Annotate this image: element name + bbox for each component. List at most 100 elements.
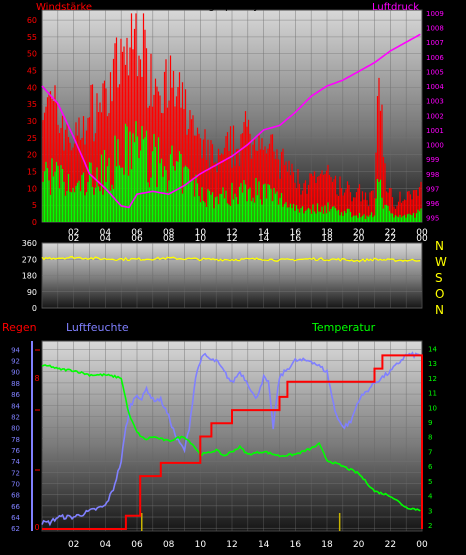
x-tick-label: 14	[258, 540, 270, 550]
temperature-tick-label: 5	[428, 478, 432, 486]
humidity-axis-label: Luftfeuchte	[66, 321, 129, 334]
x-tick-label: 04	[100, 540, 112, 550]
x-tick-label: 10	[195, 228, 207, 238]
x-tick-label: 00	[416, 540, 428, 550]
pressure-tick-label: 998	[426, 171, 439, 179]
temperature-tick-label: 6	[428, 463, 433, 471]
temperature-tick-label: 10	[428, 404, 437, 412]
x-tick-label: 08	[163, 234, 175, 244]
compass-label: S	[435, 271, 443, 285]
x-tick-label: 16	[290, 228, 302, 238]
x-tick-label: 12	[226, 228, 237, 238]
compass-label: N	[435, 303, 444, 317]
x-tick-label: 08	[163, 540, 175, 550]
x-tick-label: 22	[385, 234, 396, 244]
temperature-tick-label: 7	[428, 448, 432, 456]
x-tick-label: 06	[131, 234, 143, 244]
pressure-tick-label: 1009	[426, 10, 444, 18]
compass-label: W	[435, 255, 447, 269]
x-tick-label: 14	[258, 228, 270, 238]
wind-tick-label: 15	[27, 168, 37, 177]
pressure-tick-label: 1002	[426, 112, 444, 120]
humidity-tick-label: 94	[11, 346, 20, 354]
rain-tick-label: 8	[34, 374, 39, 383]
x-tick-label: 20	[353, 234, 365, 244]
pressure-tick-label: 1004	[426, 83, 444, 91]
wind-pressure-chart: 0 5 10 15 20 25 30 35 40 45 50 55 60 995 996 997 998 999…	[27, 1, 445, 238]
pressure-tick-label: 1006	[426, 54, 444, 62]
pressure-tick-label: 1007	[426, 39, 444, 47]
humidity-line	[41, 351, 421, 527]
temperature-tick-label: 8	[428, 434, 432, 442]
pressure-right-axis: 995 996 997 998 999 1000 1001 1002 1003 1004 1005 1…	[426, 10, 444, 223]
bottom-x-axis: 02 04 06 08 10 12 14 16 18 20 22 00	[68, 540, 428, 550]
compass-label: O	[435, 287, 444, 301]
direction-tick-label: 270	[22, 255, 37, 264]
temperature-tick-label: 4	[428, 493, 433, 501]
rain-line	[42, 354, 423, 530]
temperature-tick-label: 9	[428, 419, 432, 427]
bottom-grid	[42, 341, 422, 531]
x-tick-label: 22	[385, 228, 396, 238]
x-tick-label: 04	[100, 228, 112, 238]
direction-tick-label: 90	[27, 288, 37, 297]
x-tick-label: 00	[416, 234, 428, 244]
humidity-tick-label: 72	[11, 469, 20, 477]
bottom-series	[41, 351, 423, 531]
humidity-tick-label: 68	[11, 492, 20, 500]
temperature-tick-label: 14	[428, 345, 437, 353]
pressure-tick-label: 1008	[426, 25, 444, 33]
direction-left-axis: 0 90 180 270 360	[22, 239, 37, 313]
x-tick-label: 10	[195, 234, 207, 244]
x-tick-label: 12	[226, 234, 237, 244]
temperature-tick-label: 12	[428, 375, 437, 383]
wind-tick-label: 40	[27, 83, 37, 92]
x-tick-label: 00	[416, 228, 428, 238]
rain-humidity-temp-chart: Regen Luftfeuchte Temperatur 62646668707…	[2, 321, 437, 550]
temperature-right-axis: 2 3 4 5 6 7 8 9 10 11 12 13 14	[428, 345, 437, 530]
pressure-axis-label: Luftdruck	[372, 2, 419, 13]
humidity-tick-label: 92	[11, 358, 20, 366]
x-tick-label: 02	[68, 234, 79, 244]
humidity-left-axis: 62 64 66 68 70 72 74 76 78 80 82 84 86 88 90 92 94	[11, 346, 20, 533]
x-tick-label: 06	[131, 228, 143, 238]
wind-left-axis: 0 5 10 15 20 25 30 35 40 45 50 55 60	[27, 16, 37, 227]
wind-series	[41, 13, 422, 222]
pressure-line	[41, 33, 421, 209]
x-tick-label: 06	[131, 540, 143, 550]
wind-tick-label: 5	[32, 201, 37, 210]
pressure-tick-label: 1001	[426, 127, 444, 135]
humidity-tick-label: 80	[11, 425, 20, 433]
direction-tick-label: 180	[22, 272, 37, 281]
temperature-tick-label: 2	[428, 522, 432, 530]
humidity-tick-label: 76	[11, 447, 20, 455]
wind-tick-label: 35	[27, 100, 37, 109]
x-tick-label: 20	[353, 540, 365, 550]
pressure-tick-label: 999	[426, 156, 439, 164]
x-tick-label: 12	[226, 540, 237, 550]
x-tick-label: 18	[321, 234, 333, 244]
direction-line	[41, 256, 421, 263]
humidity-tick-label: 70	[11, 481, 20, 489]
x-tick-label: 18	[321, 540, 333, 550]
wind-axis-label: Windstärke	[36, 2, 92, 13]
direction-x-axis: 02 04 06 08 10 12 14 16 18 20 22 00	[68, 234, 428, 244]
pressure-tick-label: 997	[426, 185, 439, 193]
humidity-tick-label: 86	[11, 391, 20, 399]
wind-tick-label: 10	[27, 184, 37, 193]
humidity-tick-label: 62	[11, 525, 20, 533]
wind-tick-label: 45	[27, 67, 37, 76]
wind-tick-label: 60	[27, 16, 37, 25]
humidity-tick-label: 88	[11, 380, 20, 388]
temperature-line	[41, 364, 421, 512]
x-tick-label: 10	[195, 540, 207, 550]
x-tick-label: 02	[68, 228, 79, 238]
temperature-tick-label: 13	[428, 360, 437, 368]
humidity-tick-label: 84	[11, 402, 20, 410]
x-tick-label: 22	[385, 540, 396, 550]
pressure-tick-label: 1000	[426, 142, 444, 150]
direction-tick-label: 0	[32, 304, 37, 313]
